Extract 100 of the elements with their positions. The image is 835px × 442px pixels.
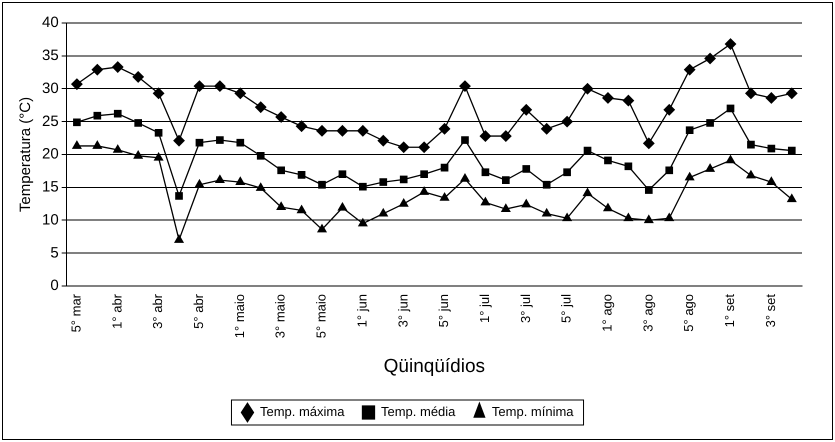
x-tick-label: 5° ago (681, 294, 696, 332)
y-tick-label: 10 (42, 211, 59, 228)
point (766, 92, 778, 104)
x-tick-label: 1° set (722, 294, 738, 328)
point (522, 165, 530, 173)
point (338, 170, 346, 178)
point (134, 119, 142, 127)
point (482, 168, 490, 176)
point (196, 138, 204, 146)
point (154, 128, 162, 137)
point (236, 176, 245, 186)
point (359, 182, 367, 191)
point (154, 152, 164, 161)
point (768, 144, 776, 152)
point (624, 213, 633, 222)
point (685, 172, 694, 180)
point (664, 213, 674, 222)
point (399, 198, 408, 207)
y-axis-title: Temperatura (°C) (17, 96, 34, 212)
x-tick-label: 1° maio (232, 294, 247, 338)
point (542, 208, 552, 217)
legend-label: Temp. mínima (492, 404, 574, 420)
point (582, 188, 592, 196)
point (788, 146, 796, 154)
x-tick-label: 3° jun (395, 294, 410, 328)
point (644, 215, 654, 224)
point (236, 138, 244, 146)
point (398, 142, 410, 153)
y-tick-label: 5 (50, 244, 59, 262)
point (643, 138, 654, 149)
point (256, 152, 265, 160)
x-tick-label: 1° ago (600, 294, 615, 332)
y-tick-label: 30 (42, 80, 59, 97)
point (440, 192, 450, 201)
point (502, 176, 510, 184)
y-tick-label: 35 (42, 47, 59, 64)
point (584, 146, 592, 154)
point (541, 123, 552, 134)
point (624, 162, 632, 170)
point (276, 202, 286, 210)
point (92, 140, 102, 149)
x-tick-label: 5° maio (314, 294, 329, 338)
point (766, 176, 776, 186)
point (358, 218, 368, 226)
point (152, 88, 164, 99)
point (562, 213, 572, 222)
point (664, 104, 675, 116)
point (438, 123, 450, 134)
point (418, 142, 430, 153)
point (92, 64, 103, 76)
point (622, 94, 634, 106)
point (440, 164, 448, 172)
point (194, 180, 204, 188)
point (501, 204, 510, 212)
point (520, 104, 532, 116)
point (378, 135, 389, 146)
y-tick-label: 0 (50, 277, 59, 294)
point (256, 182, 266, 191)
point (194, 80, 206, 92)
point (71, 78, 83, 90)
point (480, 130, 492, 142)
point (338, 202, 347, 211)
point (317, 224, 327, 232)
point (420, 170, 428, 178)
point (112, 61, 124, 73)
point (704, 52, 716, 64)
point (400, 176, 408, 184)
point (298, 171, 306, 179)
point (336, 125, 348, 136)
x-tick-label: 1° jul (476, 294, 492, 324)
point (460, 174, 470, 182)
point (276, 111, 287, 123)
point (461, 136, 469, 144)
point (216, 136, 224, 144)
point (296, 120, 308, 132)
point (420, 186, 429, 195)
point (684, 64, 696, 76)
y-tick-label: 15 (42, 178, 59, 196)
x-tick-label: 3° maio (272, 294, 288, 338)
point (746, 170, 756, 178)
point (561, 116, 573, 128)
point (726, 155, 736, 164)
x-axis-title: Qüinqüídios (384, 356, 486, 377)
point (459, 80, 471, 92)
point (686, 126, 694, 134)
point (480, 197, 490, 206)
point (745, 88, 757, 99)
point (787, 194, 796, 202)
point (604, 156, 612, 164)
point (747, 140, 755, 148)
x-tick-label: 5° abr (191, 293, 206, 329)
point (378, 208, 388, 217)
x-tick-label: 5° jul (558, 294, 574, 324)
point (234, 88, 246, 99)
point (93, 112, 102, 120)
point (603, 203, 613, 212)
y-tick-label: 40 (42, 14, 59, 32)
legend-label: Temp. máxima (260, 404, 346, 420)
point (132, 71, 144, 83)
x-tick-label: 3° ago (640, 294, 656, 332)
